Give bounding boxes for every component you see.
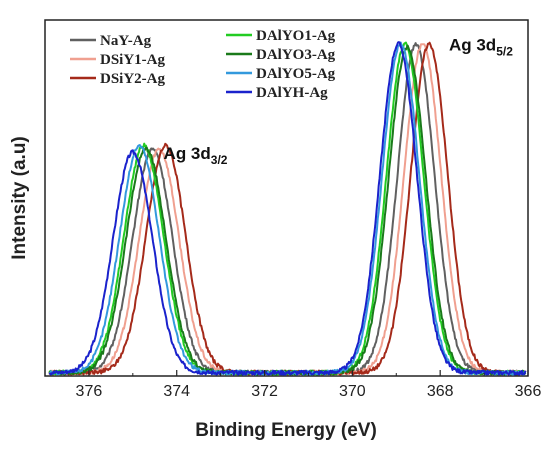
- legend-label: DAlYO3-Ag: [256, 47, 336, 63]
- x-tick-label: 376: [76, 383, 103, 400]
- series-layer: [48, 41, 527, 376]
- legend-label: DAlYO1-Ag: [256, 28, 336, 44]
- legend-label: DSiY1-Ag: [100, 52, 166, 68]
- legend-label: NaY-Ag: [100, 33, 152, 49]
- plot-frame: [44, 19, 529, 377]
- peak-annotation: Ag 3d5/2: [449, 36, 513, 59]
- legend-label: DAlYH-Ag: [256, 85, 328, 101]
- y-axis-title: Intensity (a.u): [9, 136, 30, 260]
- x-tick-label: 372: [251, 383, 278, 400]
- x-tick-label: 366: [515, 383, 542, 400]
- x-axis-ticks: 376 374 372 370 368 366: [44, 370, 542, 400]
- peak-annotations: Ag 3d3/2Ag 3d5/2: [164, 36, 514, 167]
- x-tick-label: 374: [163, 383, 190, 400]
- legend: NaY-Ag DSiY1-Ag DSiY2-Ag DAlYO1-Ag DAlYO3-Ag…: [70, 28, 336, 101]
- legend-label: DSiY2-Ag: [100, 71, 166, 87]
- series-line-dalyh-ag: [48, 41, 527, 376]
- x-tick-label: 368: [427, 383, 454, 400]
- x-axis-title: Binding Energy (eV): [195, 420, 377, 441]
- legend-label: DAlYO5-Ag: [256, 66, 336, 82]
- x-tick-label: 370: [339, 383, 366, 400]
